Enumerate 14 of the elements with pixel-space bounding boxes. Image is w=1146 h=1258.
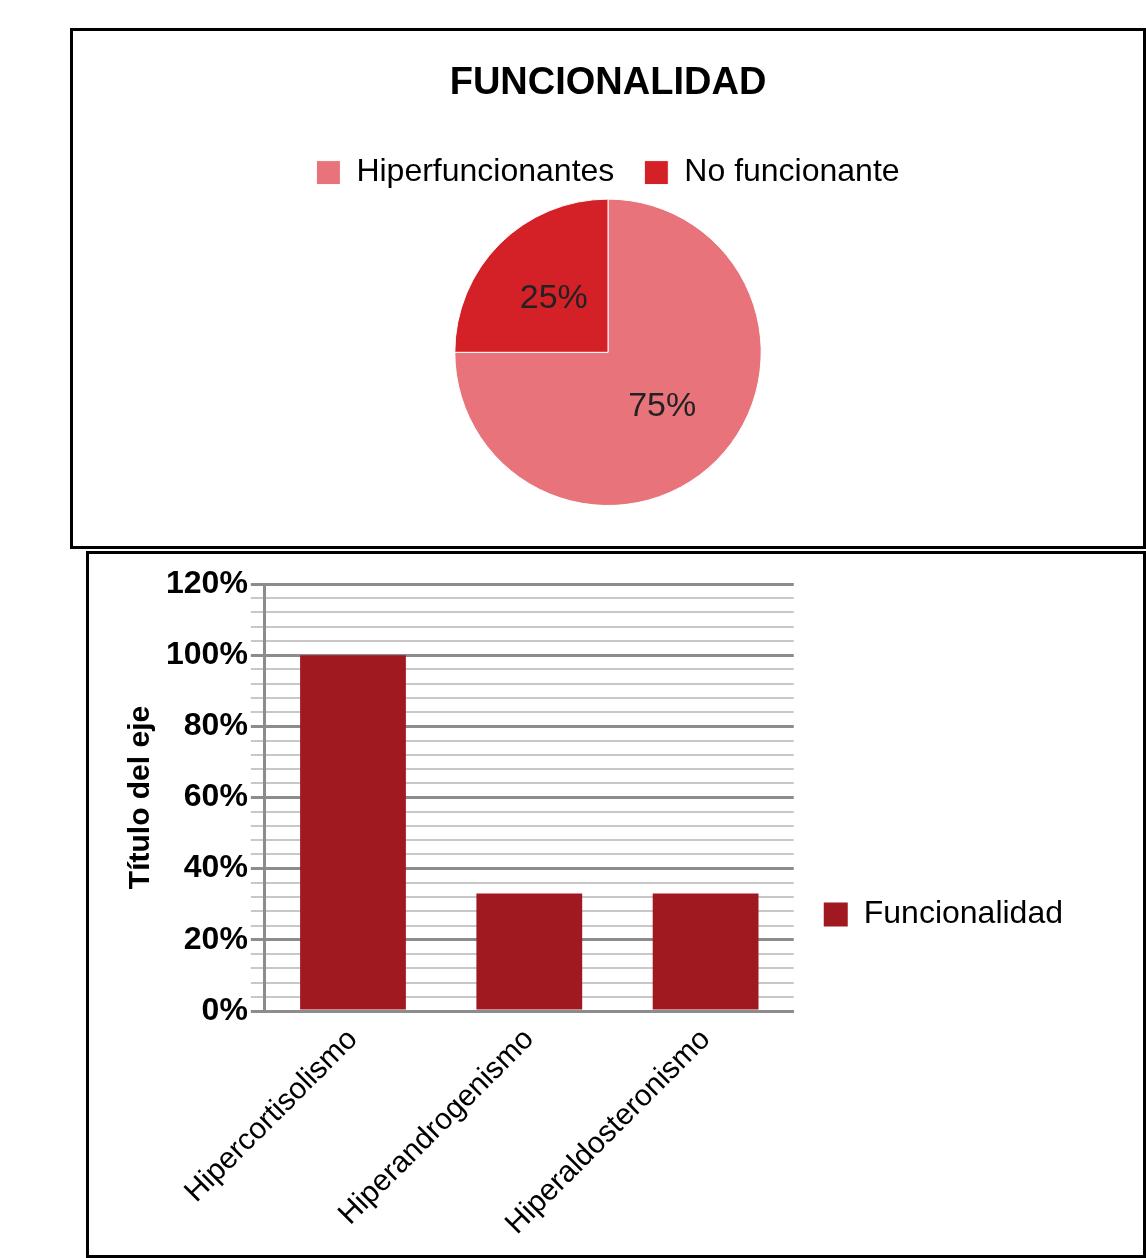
y-tick-label: 20% — [183, 919, 248, 956]
y-tick-label: 40% — [183, 848, 248, 885]
y-tick-label: 100% — [166, 634, 248, 671]
y-tick-label: 120% — [166, 563, 248, 600]
y-tick-label: 60% — [183, 777, 248, 814]
data-label: 75% — [628, 384, 697, 423]
legend-label: Hiperfuncionantes — [356, 152, 615, 189]
legend-label: Funcionalidad — [863, 894, 1063, 931]
chart-title: FUNCIONALIDAD — [449, 60, 767, 103]
legend-label: No funcionante — [684, 152, 900, 189]
y-tick-label: 80% — [183, 706, 248, 743]
data-label: 25% — [519, 276, 588, 315]
y-tick-label: 0% — [201, 990, 248, 1027]
y-axis-title: Título del eje — [122, 705, 156, 890]
